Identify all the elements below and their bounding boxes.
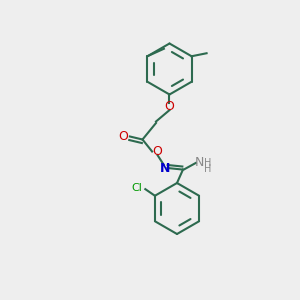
- Text: Cl: Cl: [131, 183, 142, 193]
- Text: H: H: [204, 164, 211, 174]
- Text: H: H: [204, 158, 211, 169]
- Text: O: O: [153, 145, 162, 158]
- Text: N: N: [160, 161, 170, 175]
- Text: O: O: [118, 130, 128, 143]
- Text: N: N: [195, 155, 204, 169]
- Text: O: O: [165, 100, 174, 113]
